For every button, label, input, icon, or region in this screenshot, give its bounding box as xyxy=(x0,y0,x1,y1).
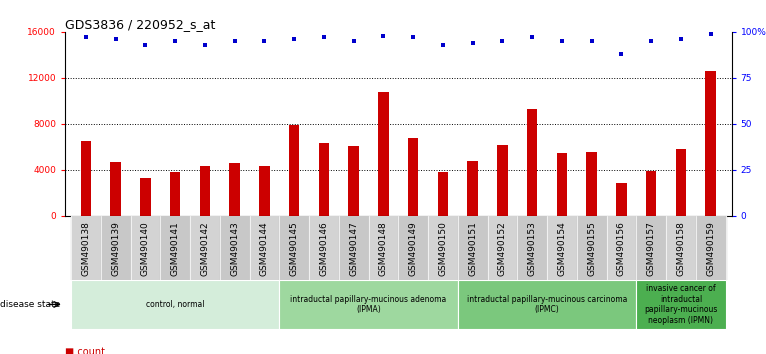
Bar xyxy=(80,141,91,216)
Bar xyxy=(190,216,220,280)
Bar xyxy=(110,162,121,216)
Bar xyxy=(497,144,508,216)
Point xyxy=(496,38,509,44)
Bar xyxy=(250,216,280,280)
Text: GSM490146: GSM490146 xyxy=(319,221,329,276)
Bar xyxy=(319,143,329,216)
Bar xyxy=(280,216,309,280)
Bar xyxy=(705,71,716,216)
Point xyxy=(378,33,390,38)
Text: GSM490152: GSM490152 xyxy=(498,221,507,276)
Point xyxy=(169,38,182,44)
Point xyxy=(288,36,300,42)
Text: GSM490148: GSM490148 xyxy=(379,221,388,276)
Bar xyxy=(467,161,478,216)
Bar xyxy=(587,152,597,216)
Bar xyxy=(547,216,577,280)
Text: GSM490156: GSM490156 xyxy=(617,221,626,276)
Point xyxy=(437,42,449,47)
Text: ■ count: ■ count xyxy=(65,347,105,354)
Bar xyxy=(458,280,637,329)
Bar xyxy=(140,178,151,216)
Text: GSM490144: GSM490144 xyxy=(260,221,269,276)
Text: GSM490145: GSM490145 xyxy=(290,221,299,276)
Text: GSM490141: GSM490141 xyxy=(171,221,180,276)
Bar xyxy=(160,216,190,280)
Text: GDS3836 / 220952_s_at: GDS3836 / 220952_s_at xyxy=(65,18,215,31)
Text: intraductal papillary-mucinous adenoma
(IPMA): intraductal papillary-mucinous adenoma (… xyxy=(290,295,447,314)
Text: GSM490151: GSM490151 xyxy=(468,221,477,276)
Text: invasive cancer of
intraductal
papillary-mucinous
neoplasm (IPMN): invasive cancer of intraductal papillary… xyxy=(644,284,718,325)
Text: GSM490159: GSM490159 xyxy=(706,221,715,276)
Bar xyxy=(517,216,547,280)
Text: GSM490143: GSM490143 xyxy=(231,221,239,276)
Point xyxy=(645,38,657,44)
Text: GSM490158: GSM490158 xyxy=(676,221,686,276)
Text: GSM490150: GSM490150 xyxy=(438,221,447,276)
Bar xyxy=(437,172,448,216)
Bar xyxy=(378,92,388,216)
Point xyxy=(228,38,241,44)
Text: disease state: disease state xyxy=(0,300,61,309)
Bar xyxy=(170,172,181,216)
Bar xyxy=(220,216,250,280)
Bar xyxy=(339,216,368,280)
Bar xyxy=(616,183,627,216)
Bar xyxy=(368,216,398,280)
Bar xyxy=(646,171,656,216)
Point xyxy=(466,40,479,46)
Bar xyxy=(408,138,418,216)
Text: GSM490149: GSM490149 xyxy=(409,221,417,276)
Point xyxy=(258,38,270,44)
Text: intraductal papillary-mucinous carcinoma
(IPMC): intraductal papillary-mucinous carcinoma… xyxy=(467,295,627,314)
Point xyxy=(110,36,122,42)
Bar xyxy=(577,216,607,280)
Point xyxy=(199,42,211,47)
Bar xyxy=(200,166,210,216)
Bar xyxy=(398,216,428,280)
Point xyxy=(556,38,568,44)
Bar xyxy=(230,163,240,216)
Bar xyxy=(557,153,567,216)
Point xyxy=(407,35,419,40)
Point xyxy=(139,42,152,47)
Point xyxy=(526,35,538,40)
Point xyxy=(675,36,687,42)
Bar xyxy=(280,280,458,329)
Bar xyxy=(428,216,458,280)
Point xyxy=(348,38,360,44)
Text: GSM490154: GSM490154 xyxy=(558,221,566,276)
Bar xyxy=(527,109,538,216)
Bar xyxy=(488,216,517,280)
Text: GSM490153: GSM490153 xyxy=(528,221,537,276)
Text: GSM490157: GSM490157 xyxy=(647,221,656,276)
Text: GSM490147: GSM490147 xyxy=(349,221,358,276)
Bar xyxy=(71,280,280,329)
Bar xyxy=(458,216,488,280)
Bar xyxy=(349,146,359,216)
Text: GSM490140: GSM490140 xyxy=(141,221,150,276)
Bar xyxy=(607,216,637,280)
Point xyxy=(615,51,627,57)
Bar xyxy=(101,216,130,280)
Text: GSM490155: GSM490155 xyxy=(588,221,596,276)
Point xyxy=(585,38,597,44)
Bar xyxy=(676,149,686,216)
Text: GSM490139: GSM490139 xyxy=(111,221,120,276)
Bar xyxy=(696,216,725,280)
Text: GSM490142: GSM490142 xyxy=(201,221,209,276)
Bar xyxy=(309,216,339,280)
Point xyxy=(705,31,717,36)
Bar xyxy=(637,216,666,280)
Bar xyxy=(130,216,160,280)
Text: control, normal: control, normal xyxy=(146,300,205,309)
Bar xyxy=(71,216,101,280)
Bar xyxy=(666,216,696,280)
Bar xyxy=(259,166,270,216)
Bar xyxy=(637,280,725,329)
Bar xyxy=(289,125,300,216)
Point xyxy=(318,35,330,40)
Text: GSM490138: GSM490138 xyxy=(81,221,90,276)
Point xyxy=(80,35,92,40)
